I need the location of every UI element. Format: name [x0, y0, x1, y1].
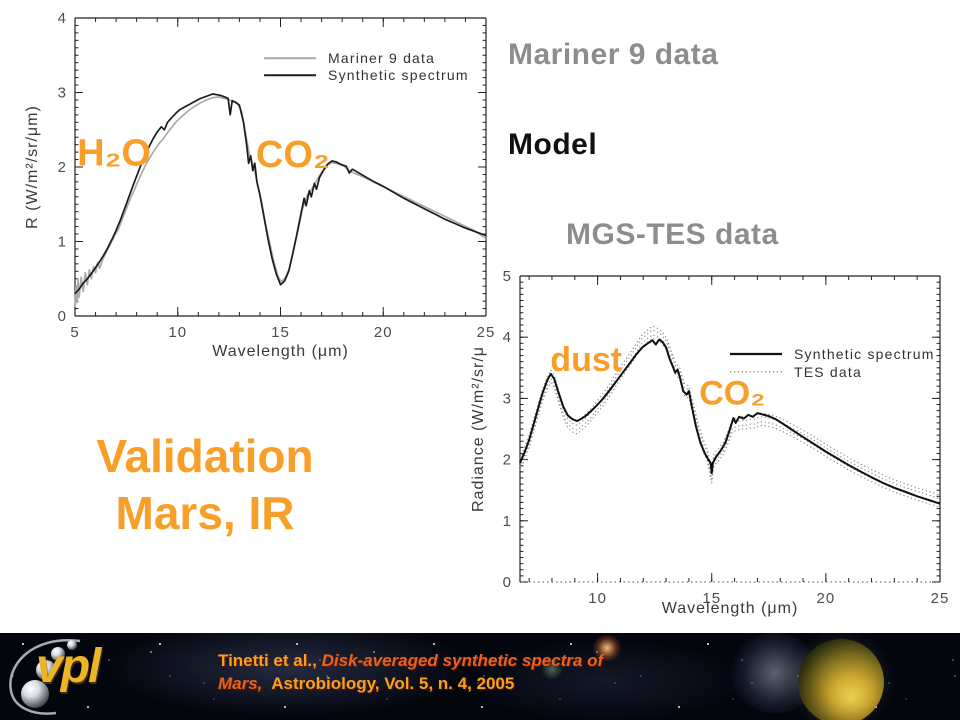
x-axis-label: Wavelength (μm): [662, 600, 799, 617]
y-axis-label: R (W/m²/sr/μm): [24, 105, 41, 229]
y-tick-label: 0: [503, 574, 511, 591]
x-tick-label: 5: [70, 324, 79, 341]
y-tick-label: 2: [58, 159, 66, 176]
slide-title-validation: Validation Mars, IR: [35, 428, 375, 542]
legend: Synthetic spectrum TES data: [730, 346, 935, 380]
x-tick-label: 20: [374, 324, 393, 341]
y-tick-label: 4: [503, 329, 511, 346]
y-tick-label: 3: [503, 390, 511, 407]
x-tick-label: 25: [477, 324, 496, 341]
x-tick-label: 25: [931, 590, 950, 607]
citation-paper-title-1: Disk-averaged synthetic spectra of: [321, 651, 604, 670]
label-mgs-tes-data: MGS-TES data: [566, 218, 779, 251]
annotation-ho: H₂O: [77, 133, 151, 175]
citation: Tinetti et al., Disk-averaged synthetic …: [218, 649, 603, 695]
y-tick-label: 5: [503, 268, 511, 285]
mariner9-spectrum-chart: 5 10 15 20 25 0 1 2 3 4 Wavelength (μm) R (W/m²/sr/…: [24, 10, 496, 360]
x-tick-label: 20: [817, 590, 836, 607]
citation-journal: Astrobiology, Vol. 5, n. 4, 2005: [262, 674, 515, 693]
orange-star-glow: [592, 635, 622, 661]
vpl-logo-text: vpl: [36, 640, 101, 693]
legend-label: Synthetic spectrum: [794, 346, 935, 362]
annotation-co: CO₂: [256, 134, 330, 176]
label-mariner9-data: Mariner 9 data: [508, 38, 719, 71]
y-axis-label: Radiance (W/m²/sr/μ: [470, 346, 487, 512]
citation-paper-title-2: Mars,: [218, 674, 263, 693]
x-axis-label: Wavelength (μm): [212, 343, 349, 360]
planet-image: [798, 639, 884, 720]
series-line: [74, 96, 487, 308]
axes: 10 15 20 25 0 1 2 3 4 5 Wavelength (μm) Radiance (W…: [470, 268, 950, 617]
slide-title-line1: Validation: [96, 430, 314, 482]
y-tick-label: 0: [58, 308, 66, 325]
label-model: Model: [508, 128, 598, 161]
annotation-dust: dust: [550, 341, 622, 379]
axes: 5 10 15 20 25 0 1 2 3 4 Wavelength (μm) R (W/m²/sr/…: [24, 10, 496, 360]
x-tick-label: 15: [271, 324, 290, 341]
series-line: [74, 93, 487, 295]
y-tick-label: 3: [58, 85, 66, 102]
series-line: [519, 338, 941, 505]
y-tick-label: 1: [58, 234, 66, 251]
y-tick-label: 1: [503, 513, 511, 530]
x-tick-label: 10: [168, 324, 187, 341]
x-tick-label: 15: [702, 590, 721, 607]
x-tick-label: 10: [588, 590, 607, 607]
y-tick-label: 4: [58, 10, 66, 27]
footer-banner: vpl Tinetti et al., Disk-averaged synthe…: [0, 633, 960, 720]
vpl-logo-spheres: [9, 639, 81, 715]
y-tick-label: 2: [503, 452, 511, 469]
legend-label: Synthetic spectrum: [328, 67, 469, 83]
mgs-tes-spectrum-chart: 10 15 20 25 0 1 2 3 4 5 Wavelength (μm) Radiance (W…: [470, 268, 950, 617]
legend-label: TES data: [794, 364, 862, 380]
annotation-co: CO₂: [699, 375, 765, 413]
citation-authors: Tinetti et al.,: [218, 651, 322, 670]
legend-label: Mariner 9 data: [328, 50, 435, 66]
nebula-glow: [540, 659, 564, 679]
slide-title-line2: Mars, IR: [115, 487, 295, 539]
